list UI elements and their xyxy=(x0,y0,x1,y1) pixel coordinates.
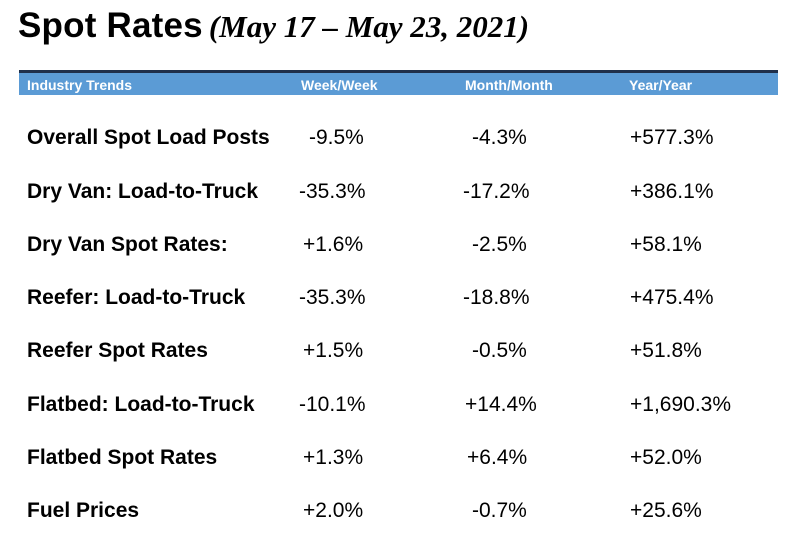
table-row: Flatbed Spot Rates +1.3% +6.4% +52.0% xyxy=(0,446,785,476)
month-value: +14.4% xyxy=(465,393,537,416)
week-value: -35.3% xyxy=(299,286,366,309)
page-title: Spot Rates (May 17 – May 23, 2021) xyxy=(18,6,529,46)
header-year-year: Year/Year xyxy=(629,77,693,93)
header-week-week: Week/Week xyxy=(301,77,378,93)
month-value: -4.3% xyxy=(472,126,527,149)
table-row: Flatbed: Load-to-Truck -10.1% +14.4% +1,… xyxy=(0,393,785,423)
row-label: Flatbed: Load-to-Truck xyxy=(27,393,255,416)
year-value: +51.8% xyxy=(630,339,702,362)
week-value: +1.5% xyxy=(303,339,364,362)
row-label: Reefer: Load-to-Truck xyxy=(27,286,246,309)
month-value: -0.5% xyxy=(472,339,527,362)
year-value: +52.0% xyxy=(630,446,702,469)
table-row: Reefer: Load-to-Truck -35.3% -18.8% +475… xyxy=(0,286,785,316)
year-value: +1,690.3% xyxy=(630,393,732,416)
year-value: +475.4% xyxy=(630,286,714,309)
week-value: -35.3% xyxy=(299,180,366,203)
year-value: +386.1% xyxy=(630,180,714,203)
month-value: -18.8% xyxy=(463,286,530,309)
year-value: +25.6% xyxy=(630,499,702,522)
table-row: Overall Spot Load Posts -9.5% -4.3% +577… xyxy=(0,126,785,156)
month-value: -2.5% xyxy=(472,233,527,256)
week-value: +2.0% xyxy=(303,499,364,522)
year-value: +58.1% xyxy=(630,233,702,256)
week-value: -9.5% xyxy=(309,126,364,149)
week-value: +1.6% xyxy=(303,233,364,256)
table-row: Fuel Prices +2.0% -0.7% +25.6% xyxy=(0,499,785,529)
month-value: -0.7% xyxy=(472,499,527,522)
week-value: -10.1% xyxy=(299,393,366,416)
row-label: Overall Spot Load Posts xyxy=(27,126,270,149)
row-label: Fuel Prices xyxy=(27,499,140,522)
table-row: Reefer Spot Rates +1.5% -0.5% +51.8% xyxy=(0,339,785,369)
month-value: +6.4% xyxy=(467,446,528,469)
title-main: Spot Rates xyxy=(18,6,203,45)
header-industry-trends: Industry Trends xyxy=(27,77,133,93)
header-month-month: Month/Month xyxy=(465,77,553,93)
row-label: Dry Van Spot Rates: xyxy=(27,233,228,256)
month-value: -17.2% xyxy=(463,180,530,203)
row-label: Dry Van: Load-to-Truck xyxy=(27,180,259,203)
row-label: Flatbed Spot Rates xyxy=(27,446,218,469)
row-label: Reefer Spot Rates xyxy=(27,339,208,362)
table-row: Dry Van Spot Rates: +1.6% -2.5% +58.1% xyxy=(0,233,785,263)
table-header: Industry Trends Week/Week Month/Month Ye… xyxy=(19,70,778,95)
table-row: Dry Van: Load-to-Truck -35.3% -17.2% +38… xyxy=(0,180,785,210)
year-value: +577.3% xyxy=(630,126,714,149)
title-date-range: (May 17 – May 23, 2021) xyxy=(208,9,530,44)
week-value: +1.3% xyxy=(303,446,364,469)
